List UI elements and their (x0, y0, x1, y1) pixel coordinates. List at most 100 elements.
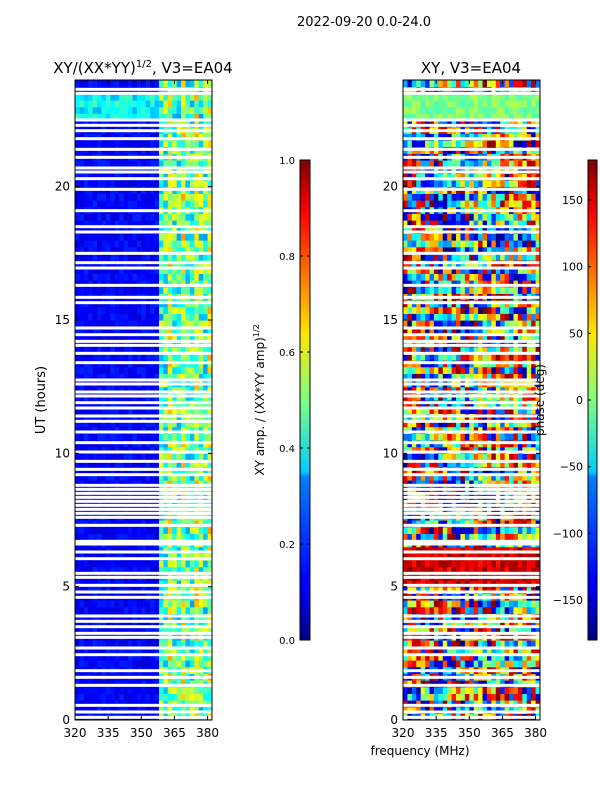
phase-cell (416, 520, 422, 528)
amplitude-cell (141, 680, 147, 688)
phase-cell (522, 366, 528, 374)
phase-cell (460, 686, 466, 694)
amplitude-cell (194, 453, 200, 461)
amplitude-cell (185, 326, 191, 334)
amplitude-cell (150, 233, 156, 241)
phase-cell (469, 566, 475, 574)
amplitude-cell (189, 453, 195, 461)
phase-cell (416, 320, 422, 328)
amplitude-cell (123, 160, 129, 168)
amplitude-cell (83, 426, 89, 434)
phase-cell (438, 433, 444, 441)
amplitude-cell (172, 526, 178, 534)
amplitude-cell (158, 200, 164, 208)
amplitude-cell (88, 653, 94, 661)
amplitude-cell (114, 686, 120, 694)
amplitude-cell (207, 700, 212, 708)
amplitude-cell (185, 93, 191, 101)
amplitude-cell (97, 680, 103, 688)
phase-cell (416, 653, 422, 661)
x-tick-label: 320 (64, 726, 87, 740)
amplitude-cell (128, 626, 134, 634)
phase-cell (460, 320, 466, 328)
phase-cell (425, 480, 431, 488)
phase-cell (500, 640, 506, 648)
amplitude-cell (132, 566, 138, 574)
phase-cell (486, 640, 492, 648)
phase-cell (517, 406, 523, 414)
phase-cell (407, 473, 413, 481)
phase-cell (411, 680, 417, 688)
flagged-row (75, 467, 212, 471)
phase-cell (531, 653, 537, 661)
phase-cell (429, 420, 435, 428)
phase-cell (460, 420, 466, 428)
amplitude-cell (79, 320, 85, 328)
amplitude-cell (119, 333, 125, 341)
amplitude-cell (88, 700, 94, 708)
amplitude-cell (88, 386, 94, 394)
amplitude-cell (141, 140, 147, 148)
amplitude-cell (132, 113, 138, 121)
amplitude-cell (88, 640, 94, 648)
phase-cell (464, 333, 470, 341)
amplitude-cell (167, 193, 173, 201)
amplitude-cell (207, 480, 212, 488)
amplitude-cell (141, 700, 147, 708)
amplitude-cell (145, 600, 151, 608)
phase-cell (482, 600, 488, 608)
phase-cell (464, 500, 470, 508)
phase-cell (420, 446, 426, 454)
phase-cell (531, 333, 537, 341)
phase-cell (509, 353, 515, 361)
flagged-row (75, 459, 212, 463)
amplitude-cell (194, 700, 200, 708)
flagged-row (75, 595, 212, 599)
amplitude-cell (181, 173, 187, 181)
amplitude-cell (101, 433, 107, 441)
amplitude-cell (119, 460, 125, 468)
amplitude-cell (136, 480, 142, 488)
amplitude-cell (128, 460, 134, 468)
amplitude-cell (172, 693, 178, 701)
phase-cell (478, 586, 484, 594)
phase-cell (442, 526, 448, 534)
amplitude-cell (132, 680, 138, 688)
amplitude-cell (154, 433, 160, 441)
phase-cell (403, 626, 409, 634)
amplitude-cell (150, 180, 156, 188)
amplitude-cell (79, 660, 85, 668)
phase-cell (500, 340, 506, 348)
phase-cell (420, 473, 426, 481)
amplitude-cell (194, 426, 200, 434)
phase-cell (526, 386, 532, 394)
amplitude-cell (105, 140, 111, 148)
phase-cell (469, 420, 475, 428)
amplitude-cell (150, 366, 156, 374)
amplitude-cell (75, 533, 81, 541)
phase-cell (522, 686, 528, 694)
amplitude-cell (167, 273, 173, 281)
amplitude-cell (145, 340, 151, 348)
amplitude-cell (110, 346, 116, 354)
phase-cell (535, 560, 540, 568)
phase-cell (469, 533, 475, 541)
phase-cell (460, 646, 466, 654)
flagged-row (75, 129, 212, 133)
amplitude-cell (150, 446, 156, 454)
amplitude-cell (167, 553, 173, 561)
phase-cell (425, 600, 431, 608)
phase-cell (522, 520, 528, 528)
phase-cell (416, 406, 422, 414)
amplitude-cell (105, 373, 111, 381)
flagged-row (75, 619, 212, 623)
phase-cell (531, 566, 537, 574)
amplitude-cell (145, 566, 151, 574)
phase-cell (469, 520, 475, 528)
amplitude-cell (163, 533, 169, 541)
amplitude-cell (158, 220, 164, 228)
phase-cell (495, 333, 501, 341)
phase-cell (491, 446, 497, 454)
flagged-row (75, 326, 212, 330)
phase-cell (522, 533, 528, 541)
